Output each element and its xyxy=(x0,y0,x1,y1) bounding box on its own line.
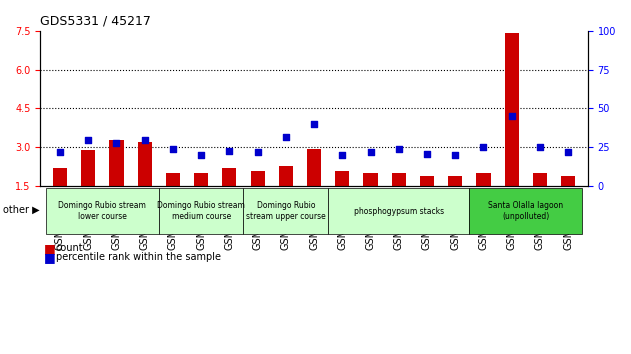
Point xyxy=(112,140,122,145)
Bar xyxy=(561,176,575,187)
Point xyxy=(281,134,291,139)
Point xyxy=(450,152,460,158)
Point xyxy=(365,149,375,155)
Point xyxy=(83,137,93,142)
Bar xyxy=(420,176,434,187)
Point xyxy=(225,148,235,153)
Point xyxy=(139,137,150,142)
Point xyxy=(196,152,206,158)
Bar xyxy=(335,171,350,187)
Point xyxy=(563,149,573,155)
Text: Domingo Rubio stream
lower course: Domingo Rubio stream lower course xyxy=(59,201,146,221)
Bar xyxy=(363,173,377,187)
Point xyxy=(394,146,404,152)
Bar xyxy=(251,171,264,187)
Bar xyxy=(222,168,237,187)
Bar xyxy=(53,168,67,187)
Point xyxy=(478,144,488,150)
Bar xyxy=(279,166,293,187)
Point xyxy=(337,152,347,158)
Point xyxy=(168,146,178,152)
Bar xyxy=(476,173,490,187)
Text: phosphogypsum stacks: phosphogypsum stacks xyxy=(354,207,444,216)
Point xyxy=(422,151,432,156)
Point xyxy=(535,144,545,150)
Text: Domingo Rubio stream
medium course: Domingo Rubio stream medium course xyxy=(157,201,245,221)
Bar xyxy=(109,139,124,187)
Text: other ▶: other ▶ xyxy=(3,204,40,215)
Bar xyxy=(138,142,151,187)
Bar xyxy=(166,173,180,187)
Text: Domingo Rubio
stream upper course: Domingo Rubio stream upper course xyxy=(246,201,326,221)
Point xyxy=(55,149,65,155)
Bar xyxy=(307,149,321,187)
Text: GDS5331 / 45217: GDS5331 / 45217 xyxy=(40,15,151,28)
Text: ■: ■ xyxy=(44,242,55,255)
Bar xyxy=(448,176,463,187)
Bar xyxy=(392,173,406,187)
Point xyxy=(252,149,262,155)
Bar xyxy=(194,173,208,187)
Bar xyxy=(533,173,547,187)
Point xyxy=(309,121,319,127)
Bar xyxy=(81,150,95,187)
Text: ■: ■ xyxy=(44,251,55,264)
Text: percentile rank within the sample: percentile rank within the sample xyxy=(56,252,221,262)
Bar xyxy=(505,33,519,187)
Text: Santa Olalla lagoon
(unpolluted): Santa Olalla lagoon (unpolluted) xyxy=(488,201,563,221)
Point xyxy=(507,113,517,119)
Text: count: count xyxy=(56,243,84,253)
